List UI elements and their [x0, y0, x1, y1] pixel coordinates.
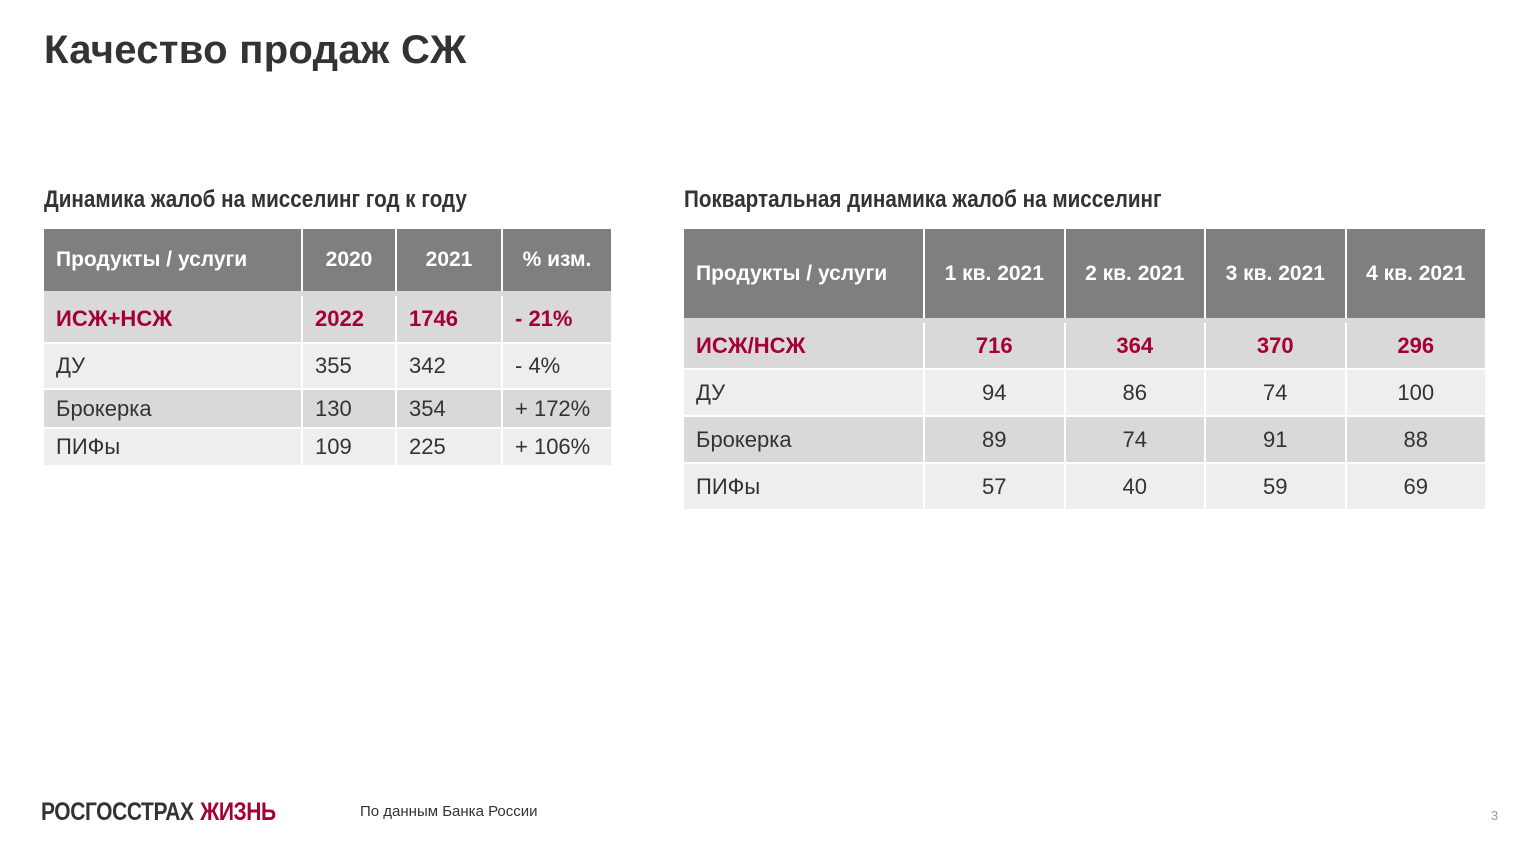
cell-value: 354	[396, 389, 503, 429]
cell-value: 1746	[396, 293, 503, 344]
cell-product: ДУ	[44, 343, 303, 390]
table-row: Брокерка 89 74 91 88	[684, 416, 1485, 464]
cell-value: 69	[1345, 463, 1485, 511]
cell-value: 86	[1064, 369, 1207, 417]
table-row: ИСЖ+НСЖ 2022 1746 - 21%	[44, 293, 611, 344]
cell-product: Брокерка	[684, 416, 925, 464]
cell-value: 59	[1205, 463, 1347, 511]
table-row: Брокерка 130 354 + 172%	[44, 389, 611, 429]
cell-product: ПИФы	[44, 428, 303, 467]
column-header-q2: 2 кв. 2021	[1064, 229, 1207, 323]
table-row: ИСЖ/НСЖ 716 364 370 296	[684, 320, 1485, 370]
cell-value: 342	[396, 343, 503, 390]
logo-text-accent: ЖИЗНЬ	[200, 798, 276, 826]
quarterly-complaints-table: Продукты / услуги 1 кв. 2021 2 кв. 2021 …	[684, 229, 1485, 511]
cell-change: + 106%	[502, 428, 611, 467]
cell-change: + 172%	[502, 389, 611, 429]
cell-product: ИСЖ+НСЖ	[44, 293, 303, 344]
table-row: ДУ 355 342 - 4%	[44, 343, 611, 390]
cell-value: 100	[1345, 369, 1485, 417]
quarterly-table-title: Поквартальная динамика жалоб на мисселин…	[684, 186, 1162, 213]
cell-value: 91	[1205, 416, 1347, 464]
cell-value: 89	[924, 416, 1066, 464]
page-number: 3	[1491, 808, 1499, 823]
column-header-q4: 4 кв. 2021	[1345, 229, 1485, 323]
cell-value: 74	[1205, 369, 1347, 417]
logo-text-main: РОСГОССТРАХ	[41, 798, 194, 826]
column-header-q1: 1 кв. 2021	[924, 229, 1066, 323]
table-row: ПИФы 57 40 59 69	[684, 463, 1485, 511]
cell-value: 94	[924, 369, 1066, 417]
cell-value: 88	[1345, 416, 1485, 464]
column-header-2020: 2020	[302, 229, 397, 296]
column-header-product: Продукты / услуги	[684, 229, 925, 323]
cell-value: 716	[924, 320, 1066, 370]
cell-value: 225	[396, 428, 503, 467]
cell-value: 109	[302, 428, 397, 467]
source-note: По данным Банка России	[360, 803, 538, 820]
cell-value: 364	[1064, 320, 1207, 370]
yearly-table-title: Динамика жалоб на мисселинг год к году	[44, 186, 467, 213]
table-row: ДУ 94 86 74 100	[684, 369, 1485, 417]
cell-value: 355	[302, 343, 397, 390]
column-header-q3: 3 кв. 2021	[1205, 229, 1347, 323]
table-header-row: Продукты / услуги 2020 2021 % изм.	[44, 229, 611, 296]
cell-product: ИСЖ/НСЖ	[684, 320, 925, 370]
cell-value: 370	[1205, 320, 1347, 370]
column-header-product: Продукты / услуги	[44, 229, 303, 296]
cell-change: - 21%	[502, 293, 611, 344]
cell-value: 296	[1345, 320, 1485, 370]
cell-value: 57	[924, 463, 1066, 511]
yearly-complaints-table: Продукты / услуги 2020 2021 % изм. ИСЖ+Н…	[44, 229, 611, 467]
company-logo: РОСГОССТРАХ ЖИЗНЬ	[41, 798, 276, 827]
cell-value: 2022	[302, 293, 397, 344]
slide-title: Качество продаж СЖ	[44, 28, 467, 72]
table-header-row: Продукты / услуги 1 кв. 2021 2 кв. 2021 …	[684, 229, 1485, 323]
column-header-change: % изм.	[502, 229, 611, 296]
cell-product: ПИФы	[684, 463, 925, 511]
cell-value: 40	[1064, 463, 1207, 511]
cell-value: 130	[302, 389, 397, 429]
cell-change: - 4%	[502, 343, 611, 390]
table-row: ПИФы 109 225 + 106%	[44, 428, 611, 467]
cell-value: 74	[1064, 416, 1207, 464]
cell-product: Брокерка	[44, 389, 303, 429]
cell-product: ДУ	[684, 369, 925, 417]
column-header-2021: 2021	[396, 229, 503, 296]
